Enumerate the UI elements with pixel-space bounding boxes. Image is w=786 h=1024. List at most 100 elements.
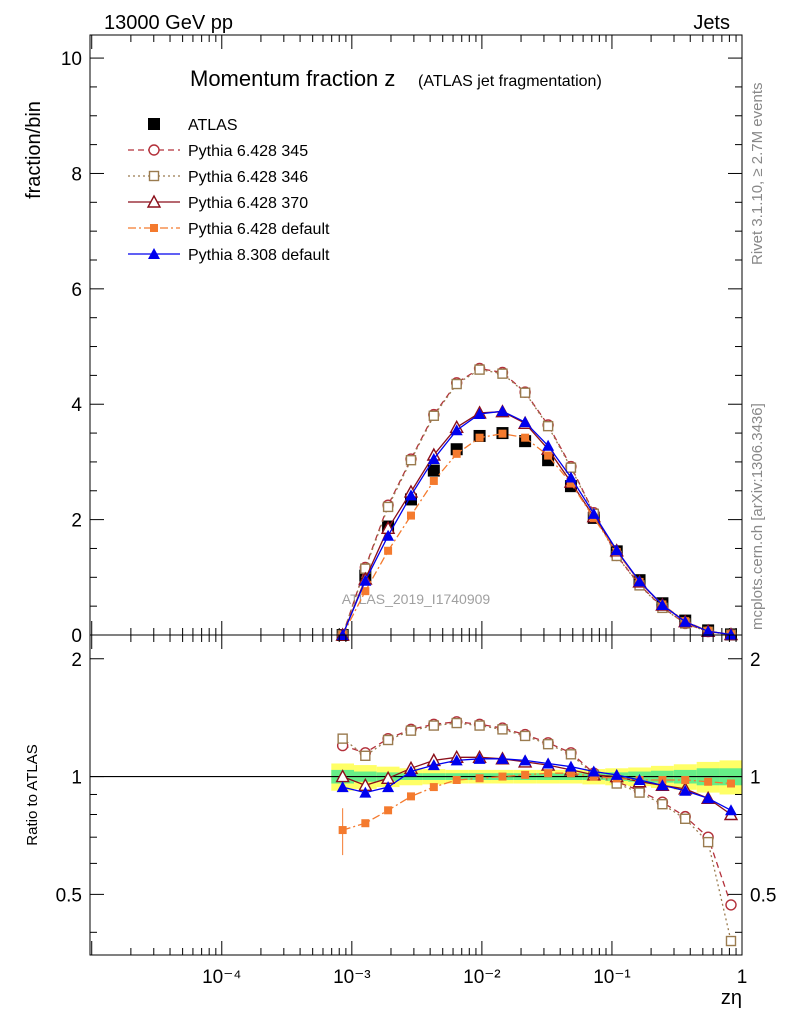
ratio-data-point bbox=[634, 787, 645, 798]
data-point bbox=[564, 471, 577, 483]
ratio-data-point bbox=[360, 750, 371, 761]
data-point bbox=[429, 476, 438, 485]
ratio-data-point bbox=[336, 781, 349, 793]
ratio-data-point bbox=[384, 806, 393, 815]
ratio-data-point bbox=[405, 725, 417, 736]
data-point bbox=[428, 410, 440, 421]
ratio-y-tick-label: 2 bbox=[71, 650, 82, 671]
x-axis-label: zη bbox=[721, 987, 742, 1009]
ratio-plot-frame bbox=[89, 634, 743, 956]
data-point bbox=[404, 489, 417, 501]
ratio-data-point bbox=[702, 792, 715, 804]
legend-marker bbox=[148, 144, 160, 156]
legend-marker bbox=[148, 170, 160, 182]
ratio-data-point bbox=[681, 775, 690, 784]
ratio-data-point bbox=[521, 770, 530, 779]
data-point bbox=[498, 429, 507, 438]
ratio-data-point bbox=[589, 772, 598, 781]
data-point bbox=[497, 368, 508, 379]
data-point bbox=[474, 364, 485, 375]
main-y-tick-label: 0 bbox=[71, 626, 82, 647]
legend-entry: Pythia 6.428 default bbox=[128, 221, 330, 238]
legend: ATLAS Pythia 6.428 345 Pythia 6.428 346 Pyt… bbox=[128, 117, 330, 264]
data-point bbox=[359, 574, 372, 586]
ratio-y-tick-label: 1 bbox=[71, 768, 82, 789]
watermark: ATLAS_2019_I1740909 bbox=[342, 591, 491, 607]
ratio-data-point bbox=[725, 935, 737, 947]
ratio-data-point bbox=[542, 738, 554, 750]
ratio-x-ticks: 10⁻⁴ 10⁻³ 10⁻² 10⁻¹ 1 bbox=[91, 635, 748, 988]
ratio-data-point bbox=[382, 734, 394, 746]
ratio-data-point bbox=[473, 752, 486, 764]
main-y-ticks: 0 2 4 6 8 10 bbox=[61, 49, 742, 647]
data-point bbox=[406, 511, 415, 520]
ratio-data-point bbox=[497, 724, 508, 735]
ratio-data-point bbox=[542, 757, 555, 769]
main-y-tick-label: 6 bbox=[71, 280, 82, 301]
x-tick-label: 1 bbox=[737, 967, 748, 988]
main-y-tick-label: 4 bbox=[71, 395, 82, 416]
data-point bbox=[565, 462, 577, 473]
ratio-data-point bbox=[725, 899, 737, 911]
data-point bbox=[521, 433, 530, 442]
ratio-data-point bbox=[475, 774, 484, 783]
data-point bbox=[382, 529, 395, 541]
data-point bbox=[427, 453, 440, 465]
data-point bbox=[519, 387, 531, 398]
main-subtitle: (ATLAS jet fragmentation) bbox=[418, 73, 602, 90]
y-axis-label-main: fraction/bin bbox=[23, 101, 45, 199]
ratio-data-point bbox=[496, 752, 509, 764]
ratio-series-pythia-6-428-346 bbox=[337, 717, 737, 947]
data-point bbox=[519, 416, 532, 428]
series-pythia-6-428-default bbox=[338, 429, 735, 639]
data-point bbox=[361, 587, 370, 596]
ratio-data-point bbox=[587, 765, 600, 777]
ratio-data-point bbox=[680, 813, 691, 824]
ratio-data-point bbox=[679, 784, 692, 796]
main-y-tick-label: 2 bbox=[71, 511, 82, 532]
main-title: Momentum fraction z bbox=[190, 66, 395, 91]
data-point bbox=[382, 501, 394, 513]
ratio-y-tick-label-right: 0.5 bbox=[750, 885, 776, 906]
data-point bbox=[451, 378, 462, 390]
side-text-top: Rivet 3.1.10, ≥ 2.7M events bbox=[749, 83, 766, 266]
ratio-data-point bbox=[337, 733, 348, 744]
legend-marker bbox=[148, 248, 160, 259]
ratio-data-point bbox=[544, 769, 553, 778]
main-y-tick-label: 10 bbox=[61, 49, 82, 70]
ratio-data-point bbox=[724, 804, 737, 816]
data-point bbox=[452, 449, 461, 458]
ratio-data-point bbox=[359, 786, 372, 798]
y-axis-label-ratio: Ratio to ATLAS bbox=[24, 744, 41, 845]
header-left: 13000 GeV pp bbox=[104, 12, 233, 34]
ratio-series-layer bbox=[335, 716, 739, 947]
ratio-data-point bbox=[566, 769, 575, 778]
series-atlas bbox=[336, 427, 737, 641]
main-panel: Momentum fraction z (ATLAS jet fragmenta… bbox=[23, 34, 743, 647]
ratio-data-point bbox=[428, 720, 440, 731]
ratio-data-point bbox=[451, 717, 462, 729]
legend-marker bbox=[148, 118, 160, 130]
ratio-series-line bbox=[342, 721, 732, 906]
ratio-y-tick-label-right: 2 bbox=[750, 650, 761, 671]
ratio-data-point bbox=[382, 781, 395, 793]
legend-label: Pythia 6.428 346 bbox=[188, 169, 308, 186]
ratio-data-point bbox=[564, 760, 577, 772]
ratio-data-point bbox=[452, 775, 461, 784]
data-point bbox=[473, 408, 486, 420]
ratio-data-point bbox=[657, 798, 668, 810]
data-point bbox=[566, 479, 575, 488]
ratio-data-point bbox=[361, 819, 370, 828]
ratio-data-point bbox=[404, 765, 417, 777]
ratio-data-point bbox=[702, 836, 714, 848]
data-point bbox=[384, 546, 393, 555]
side-text-bottom: mcplots.cern.ch [arXiv:1306.3436] bbox=[749, 403, 766, 630]
series-line bbox=[342, 433, 732, 636]
legend-entry: Pythia 8.308 default bbox=[128, 247, 330, 264]
data-point bbox=[679, 615, 692, 627]
ratio-data-point bbox=[338, 826, 347, 835]
ratio-series-line bbox=[342, 722, 732, 942]
ratio-series-pythia-8-308-default bbox=[336, 752, 737, 816]
x-tick-label: 10⁻⁴ bbox=[202, 967, 241, 988]
